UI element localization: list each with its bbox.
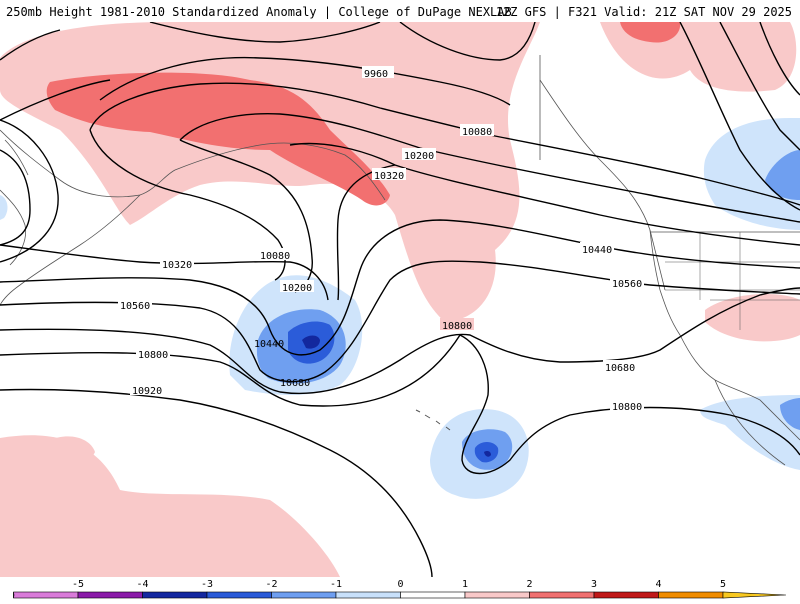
contour-10200-trough (179, 139, 313, 293)
colorbar-segment (335, 591, 401, 599)
contour-ne-3 (759, 22, 800, 96)
map-svg: 9960 10080 10200 10320 10080 10200 10320… (0, 22, 800, 577)
colorbar-tick-label: -1 (330, 579, 342, 590)
contour-10680 (0, 287, 800, 395)
colorbar-svg: -5 -4 -3 -2 -1 0 1 2 3 4 5 (13, 579, 787, 599)
hawaii-islands (415, 409, 451, 431)
colorbar-segment (77, 591, 143, 599)
anomaly-neg2-se (780, 398, 800, 430)
contour-10080-north (0, 79, 800, 206)
colorbar-tick-label: 5 (720, 579, 726, 590)
contour-north-3 (399, 22, 536, 61)
contour-10800-west (0, 334, 461, 407)
contour-label: 10560 (120, 301, 150, 312)
colorbar-segment (142, 591, 208, 599)
colorbar-tick-label: -3 (201, 579, 213, 590)
map-panel: 9960 10080 10200 10320 10080 10200 10320… (0, 22, 800, 577)
anomaly-pos1-sw-big (0, 435, 340, 577)
contour-9960 (99, 56, 511, 106)
colorbar-tick-label: 2 (526, 579, 532, 590)
contour-10320-trough (336, 164, 396, 301)
contour-label: 10320 (374, 171, 404, 182)
title-right: 12Z GFS | F321 Valid: 21Z SAT NOV 29 202… (495, 5, 792, 19)
contour-label: 10200 (404, 151, 434, 162)
contour-label: 10200 (282, 283, 312, 294)
anomaly-pos1-arizona (705, 294, 800, 342)
contour-10560 (0, 260, 800, 383)
contour-label: 10920 (132, 386, 162, 397)
contour-label: 10800 (138, 350, 168, 361)
contour-10800-hawaii (459, 334, 800, 475)
contour-label: 10680 (605, 363, 635, 374)
colorbar-tick-label: 3 (591, 579, 597, 590)
colorbar-tick-label: 0 (397, 579, 403, 590)
alaska-peninsula (0, 194, 141, 306)
contour-10920 (0, 388, 433, 577)
contour-label: 10800 (442, 321, 472, 332)
colorbar-segment (464, 591, 530, 599)
contour-label: 10080 (462, 127, 492, 138)
contour-label: 9960 (364, 69, 388, 80)
anomaly-pos2-ne (620, 22, 681, 43)
colorbar-tick-label: -2 (265, 579, 277, 590)
contour-label: 10320 (162, 260, 192, 271)
contour-ne-1 (679, 22, 800, 211)
anomaly-neg4-hawaii (484, 451, 491, 457)
colorbar-segment (529, 591, 595, 599)
anomaly-pos1-sw-blob (50, 436, 95, 466)
contour-10440 (0, 219, 800, 356)
contour-label: 10560 (612, 279, 642, 290)
contour-west-edge-2 (0, 119, 59, 263)
bc-coast (539, 79, 666, 291)
colorbar-arrow-left (13, 591, 15, 599)
colorbar-segment (13, 591, 79, 599)
anomaly-neg1-west-edge (0, 195, 8, 220)
colorbar-arrow-right (722, 591, 787, 599)
anomaly-pos1-north (0, 22, 540, 322)
colorbar-segment (593, 591, 659, 599)
contour-10320 (0, 142, 800, 301)
colorbar-segment (400, 591, 466, 599)
header-bar: 250mb Height 1981-2010 Standardized Anom… (0, 0, 800, 22)
contour-north-2 (0, 29, 61, 61)
contour-labels: 9960 10080 10200 10320 10080 10200 10320… (118, 66, 644, 413)
colorbar-segment (658, 591, 724, 599)
colorbar-tick-label: 1 (462, 579, 468, 590)
contour-label: 10440 (582, 245, 612, 256)
contour-label: 10440 (254, 339, 284, 350)
contour-north-1 (149, 22, 381, 43)
colorbar: -5 -4 -3 -2 -1 0 1 2 3 4 5 (0, 577, 800, 600)
contour-label: 10080 (260, 251, 290, 262)
contour-ne-2 (719, 22, 800, 151)
title-left: 250mb Height 1981-2010 Standardized Anom… (6, 5, 512, 19)
colorbar-segment (206, 591, 272, 599)
contour-west-edge-1 (0, 149, 31, 246)
colorbar-segment (271, 591, 337, 599)
colorbar-tick-label: -4 (136, 579, 148, 590)
anomaly-pos2-alaska (46, 72, 390, 206)
alaska-coast (0, 129, 386, 201)
colorbar-tick-label: -5 (72, 579, 84, 590)
contour-label: 10800 (612, 402, 642, 413)
anomaly-neg4-central (302, 335, 320, 349)
anomaly-neg2-bc (765, 150, 800, 200)
contour-label: 10680 (280, 378, 310, 389)
anomaly-neg1-bc (703, 118, 800, 230)
baja (714, 379, 786, 466)
colorbar-tick-label: 4 (655, 579, 661, 590)
